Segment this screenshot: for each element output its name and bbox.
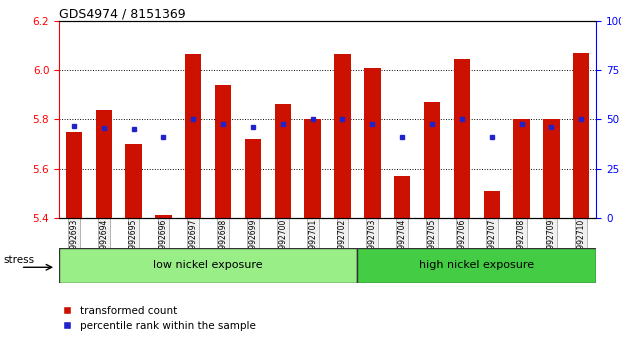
Bar (185, 55, 201, 218)
Bar (358, 248, 596, 283)
Text: low nickel exposure: low nickel exposure (153, 261, 263, 270)
Bar (66, 132, 82, 218)
Text: stress: stress (3, 255, 34, 265)
Bar (274, 103, 291, 218)
Legend: transformed count, percentile rank within the sample: transformed count, percentile rank withi… (59, 302, 260, 335)
Bar (125, 144, 142, 218)
Bar (59, 248, 358, 283)
Bar (245, 139, 261, 218)
Bar (454, 59, 470, 218)
Bar (364, 68, 381, 218)
Bar (543, 120, 560, 218)
Bar (215, 85, 232, 218)
Bar (573, 53, 589, 218)
Text: high nickel exposure: high nickel exposure (419, 261, 534, 270)
Bar (304, 120, 321, 218)
Bar (96, 110, 112, 218)
Bar (394, 176, 410, 218)
Bar (334, 55, 351, 218)
Bar (514, 120, 530, 218)
Bar (155, 215, 171, 218)
Bar (484, 191, 500, 218)
Text: GDS4974 / 8151369: GDS4974 / 8151369 (59, 7, 186, 20)
Bar (424, 102, 440, 218)
